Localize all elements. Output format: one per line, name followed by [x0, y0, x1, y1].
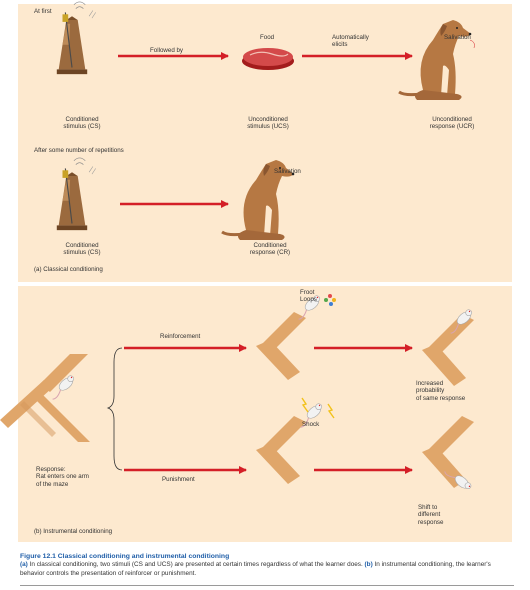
salivation-label-top: Salivation [444, 34, 471, 41]
maze-shift [422, 416, 474, 488]
panel-a-subtitle: (a) Classical conditioning [34, 266, 103, 273]
caption-text: (a) In classical conditioning, two stimu… [20, 561, 516, 578]
dog-icon [397, 18, 473, 102]
metronome-icon-repeat [56, 157, 97, 231]
froot-loops-icon [324, 294, 336, 306]
caption-b-label: (b) [364, 561, 373, 569]
metronome-icon [56, 1, 97, 75]
shock-bolt-icon-2 [327, 403, 335, 419]
caption-rule [20, 585, 514, 586]
figure-caption: Figure 12.1 Classical conditioning and i… [20, 553, 516, 578]
panel-b-subtitle: (b) Instrumental conditioning [34, 528, 113, 535]
cs-label-bottom: Conditioned stimulus (CS) [63, 242, 101, 257]
caption-title: Figure 12.1 Classical conditioning and i… [20, 553, 230, 560]
maze-increased [422, 314, 474, 386]
maze-reinforcement [256, 312, 306, 380]
shock-label: Shock [302, 421, 320, 428]
increased-probability-label: Increased probability of same response [416, 380, 466, 402]
at-first-label: At first [34, 8, 52, 15]
response-label: Response: Rat enters one arm of the maze [36, 466, 89, 488]
cs-label-top: Conditioned stimulus (CS) [63, 116, 101, 131]
reinforcement-label: Reinforcement [160, 333, 201, 340]
maze-punishment [256, 416, 306, 484]
steak-icon [242, 48, 294, 70]
ucs-label: Unconditioned stimulus (UCS) [247, 116, 289, 131]
ucr-label: Unconditioned response (UCR) [429, 116, 475, 131]
punishment-label: Punishment [162, 476, 195, 483]
after-repetitions-label: After some number of repetitions [34, 147, 124, 154]
shift-label: Shift to different response [418, 504, 444, 526]
cr-label: Conditioned response (CR) [249, 242, 291, 257]
caption-a-label: (a) [20, 561, 28, 569]
caption-b-text: In instrumental conditioning, the learne… [20, 561, 491, 577]
branch-bracket [106, 347, 123, 471]
food-label: Food [260, 34, 275, 41]
shock-bolt-icon [301, 397, 309, 413]
froot-loops-label: Froot Loops [300, 289, 317, 304]
salivation-drops-icon [469, 39, 475, 49]
caption-a-text: In classical conditioning, two stimuli (… [27, 561, 365, 569]
instrumental-conditioning-panel [18, 286, 512, 542]
maze-start [0, 354, 90, 442]
followed-by-label: Followed by [150, 47, 184, 54]
salivation-label-bottom: Salivation [274, 168, 301, 175]
automatically-elicits-label: Automatically elicits [332, 34, 369, 49]
